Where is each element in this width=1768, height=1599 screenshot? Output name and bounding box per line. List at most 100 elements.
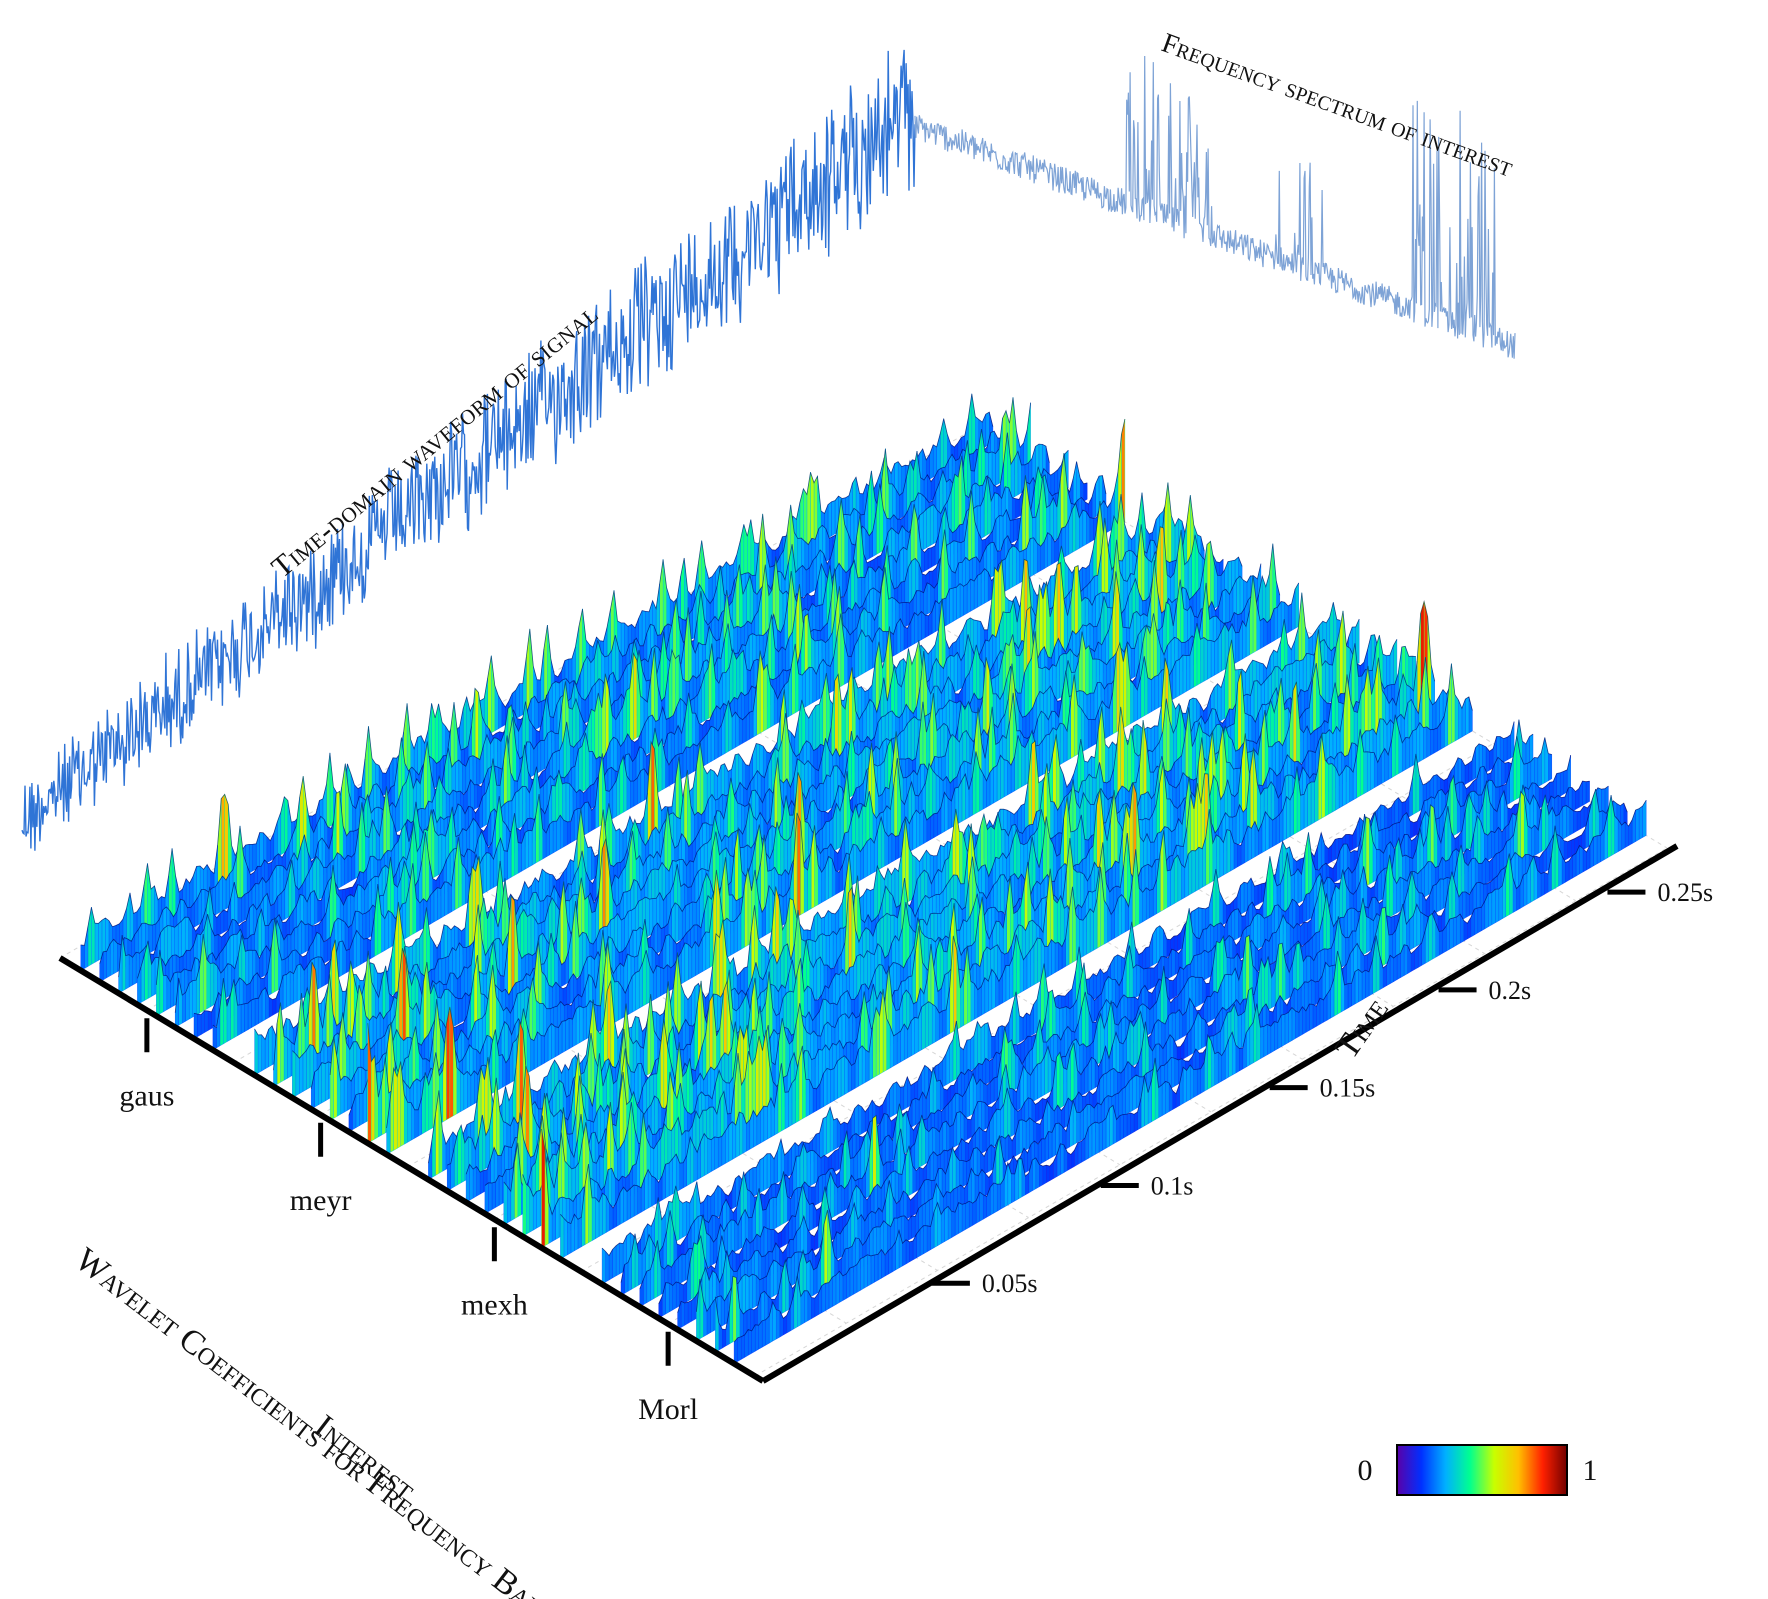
surface-cell: [952, 586, 957, 622]
surface-cell: [519, 683, 523, 718]
surface-cell: [540, 740, 545, 772]
surface-cell: [282, 974, 287, 1010]
surface-cell: [649, 898, 653, 936]
surface-cell: [1000, 754, 1005, 800]
surface-cell: [961, 773, 966, 822]
surface-cell: [1259, 617, 1264, 650]
surface-cell: [602, 838, 606, 941]
surface-cell: [1012, 545, 1017, 588]
surface-cell: [177, 920, 182, 960]
surface-cell: [365, 910, 370, 940]
surface-cell: [738, 716, 743, 746]
surface-cell: [457, 1125, 462, 1186]
surface-cell: [963, 583, 968, 616]
surface-cell: [832, 930, 837, 968]
surface-cell: [272, 864, 277, 905]
surface-cell: [181, 991, 186, 1024]
surface-cell: [995, 448, 1000, 486]
surface-cell: [926, 506, 931, 549]
surface-cell: [434, 703, 439, 766]
surface-cell: [819, 691, 823, 749]
surface-cell: [614, 981, 619, 1023]
surface-cell: [869, 698, 874, 742]
surface-cell: [1302, 652, 1307, 696]
surface-cell: [268, 997, 273, 1018]
surface-cell: [339, 940, 343, 978]
surface-cell: [563, 819, 568, 848]
surface-cell: [280, 1002, 285, 1083]
surface-cell: [1084, 713, 1089, 751]
surface-cell: [1158, 669, 1163, 709]
surface-cell: [596, 1005, 601, 1033]
surface-cell: [730, 921, 735, 956]
surface-cell: [1025, 711, 1030, 741]
surface-cell: [658, 739, 663, 793]
surface-cell: [896, 618, 901, 655]
surface-cell: [113, 938, 118, 975]
surface-cell: [474, 687, 479, 765]
surface-cell: [650, 993, 655, 1074]
surface-cell: [317, 899, 322, 923]
surface-cell: [765, 788, 770, 824]
surface-cell: [883, 912, 888, 961]
surface-cell: [84, 926, 89, 969]
surface-cell: [302, 1049, 307, 1092]
surface-cell: [447, 881, 452, 915]
surface-cell: [125, 954, 130, 990]
surface-cell: [812, 555, 817, 592]
surface-cell: [926, 582, 931, 615]
surface-cell: [129, 892, 134, 943]
surface-cell: [1182, 654, 1187, 694]
surface-cell: [1239, 575, 1244, 617]
surface-cell: [779, 589, 784, 634]
surface-cell: [710, 726, 715, 762]
surface-cell: [306, 1043, 311, 1090]
surface-cell: [816, 956, 821, 1000]
surface-cell: [1083, 482, 1088, 502]
surface-cell: [430, 890, 435, 925]
surface-cell: [80, 944, 85, 971]
surface-cell: [356, 929, 361, 968]
surface-cell: [444, 881, 449, 917]
surface-cell: [633, 653, 638, 741]
surface-cell: [956, 583, 961, 620]
surface-cell: [812, 704, 816, 753]
surface-cell: [220, 909, 225, 935]
surface-cell: [537, 1031, 542, 1068]
surface-cell: [547, 1023, 552, 1062]
surface-cell: [953, 651, 958, 693]
surface-cell: [240, 1003, 245, 1035]
surface-cell: [905, 602, 910, 627]
surface-cell: [1021, 744, 1026, 788]
surface-cell: [821, 866, 826, 903]
surface-cell: [542, 828, 547, 860]
surface-cell: [504, 1021, 509, 1065]
surface-cell: [1008, 545, 1013, 590]
surface-cell: [579, 1005, 584, 1044]
surface-cell: [463, 696, 467, 750]
surface-cell: [703, 732, 708, 767]
surface-cell: [220, 793, 225, 890]
surface-cell: [826, 774, 831, 811]
surface-cell: [632, 972, 636, 1013]
surface-cell: [590, 783, 595, 810]
surface-cell: [575, 1005, 580, 1046]
surface-cell: [530, 913, 535, 960]
surface-cell: [907, 719, 912, 765]
surface-cell: [745, 711, 750, 742]
surface-cell: [949, 587, 954, 624]
surface-cell: [1007, 760, 1012, 796]
surface-cell: [819, 604, 823, 633]
surface-cell: [684, 557, 688, 622]
surface-cell: [236, 825, 241, 904]
surface-cell: [360, 935, 364, 966]
surface-cell: [321, 1062, 326, 1104]
surface-cell: [993, 765, 998, 804]
surface-cell: [930, 813, 934, 841]
surface-cell: [1237, 670, 1242, 756]
surface-cell: [296, 963, 301, 1002]
surface-cell: [494, 685, 499, 732]
surface-cell: [223, 909, 228, 933]
surface-cell: [437, 887, 442, 921]
surface-cell: [565, 1017, 570, 1052]
